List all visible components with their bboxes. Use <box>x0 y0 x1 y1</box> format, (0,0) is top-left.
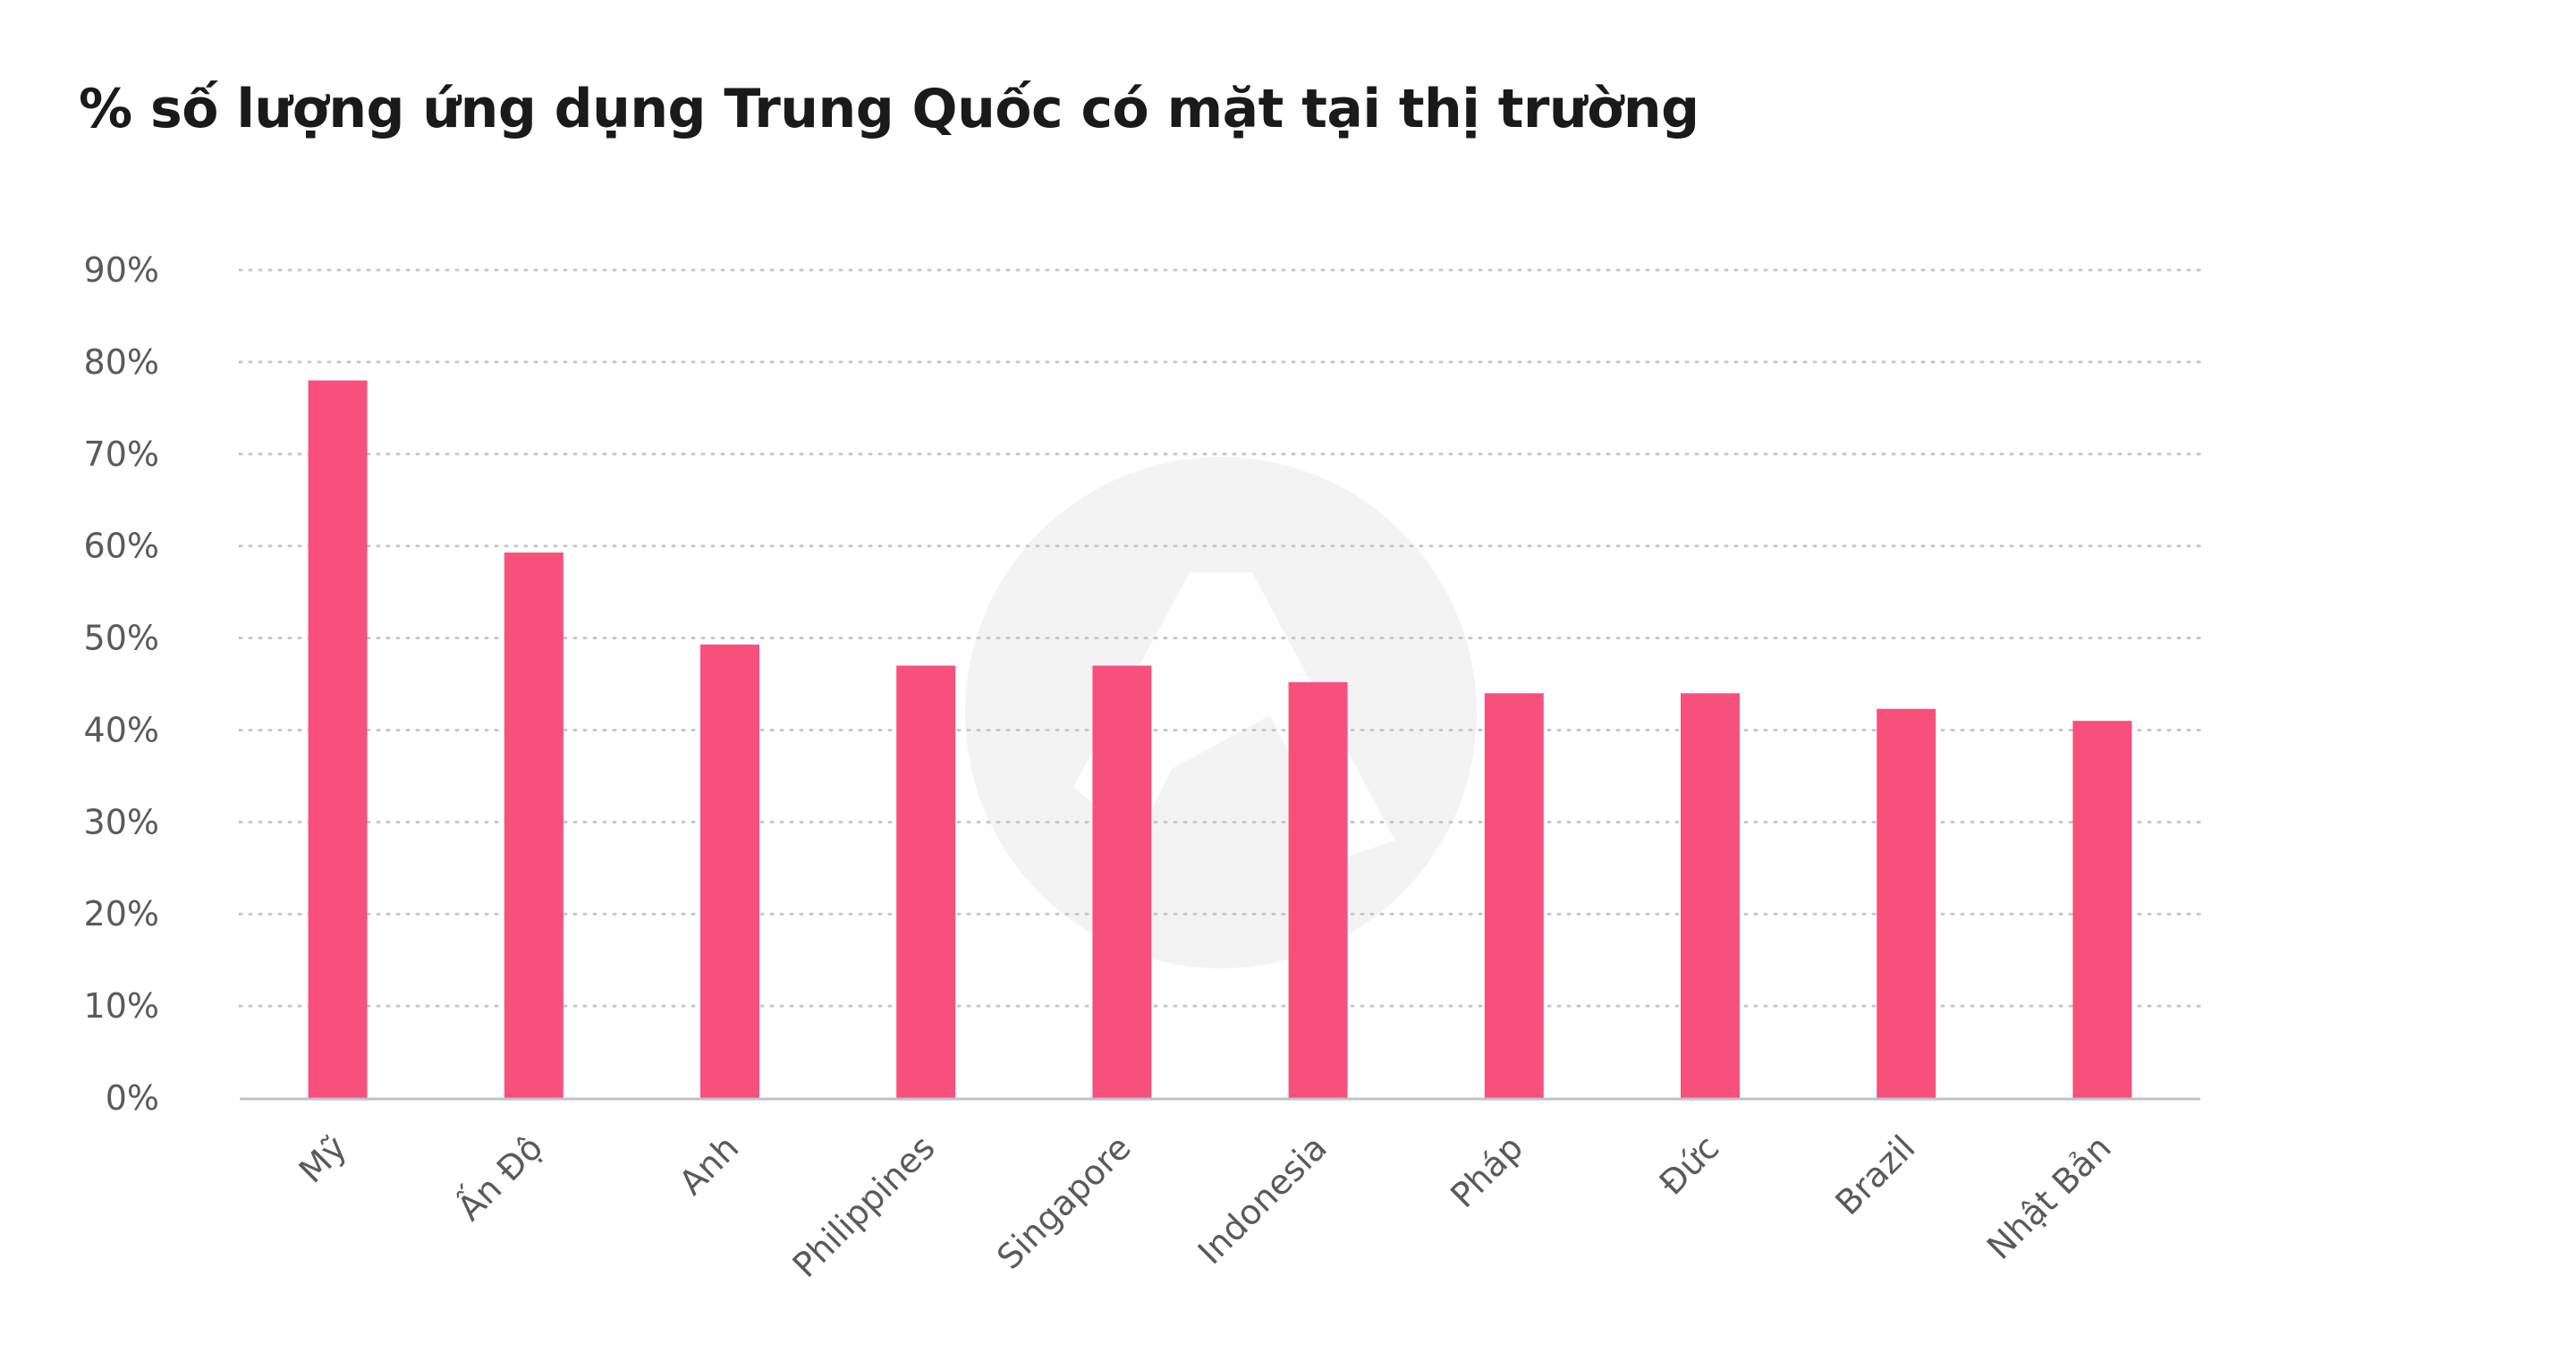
y-tick-label: 70% <box>84 435 159 474</box>
watermark-logo <box>965 457 1477 968</box>
bar <box>1681 693 1740 1098</box>
chart-title: % số lượng ứng dụng Trung Quốc có mặt tạ… <box>79 78 1699 140</box>
x-tick-label: Đức <box>1652 1128 1727 1203</box>
bar <box>504 552 564 1098</box>
x-tick-label: Pháp <box>1443 1128 1530 1215</box>
y-tick-label: 20% <box>84 894 159 934</box>
x-axis-labels: Mỹ Ấn Độ Anh Philippines Singapore Indonesia P… <box>292 1125 2119 1285</box>
x-tick-label: Ấn Độ <box>447 1125 550 1228</box>
y-tick-label: 60% <box>84 527 159 566</box>
bar <box>896 665 956 1098</box>
bar <box>2072 721 2132 1098</box>
y-tick-label: 80% <box>84 342 159 382</box>
x-tick-label: Indonesia <box>1191 1128 1335 1272</box>
y-tick-label: 30% <box>84 802 159 841</box>
bar <box>308 380 368 1098</box>
y-tick-label: 50% <box>84 619 159 658</box>
y-tick-label: 90% <box>84 250 159 290</box>
x-tick-label: Anh <box>672 1128 747 1203</box>
x-tick-label: Singapore <box>989 1128 1139 1277</box>
bars <box>308 380 2132 1098</box>
bar <box>1484 693 1544 1098</box>
bar <box>1877 708 1936 1098</box>
bar <box>1288 681 1348 1098</box>
bar <box>1092 665 1152 1098</box>
x-tick-label: Philippines <box>785 1128 943 1285</box>
x-tick-label: Nhật Bản <box>1979 1128 2119 1267</box>
y-axis-ticks: 0% 10% 20% 30% 40% 50% 60% 70% 80% 90% <box>84 250 159 1118</box>
gridlines <box>238 268 2202 1008</box>
y-tick-label: 40% <box>84 710 159 749</box>
y-tick-label: 10% <box>84 986 159 1026</box>
x-tick-label: Mỹ <box>292 1128 354 1190</box>
x-tick-label: Brazil <box>1827 1128 1922 1222</box>
bar <box>700 644 759 1098</box>
y-tick-label: 0% <box>106 1078 159 1118</box>
